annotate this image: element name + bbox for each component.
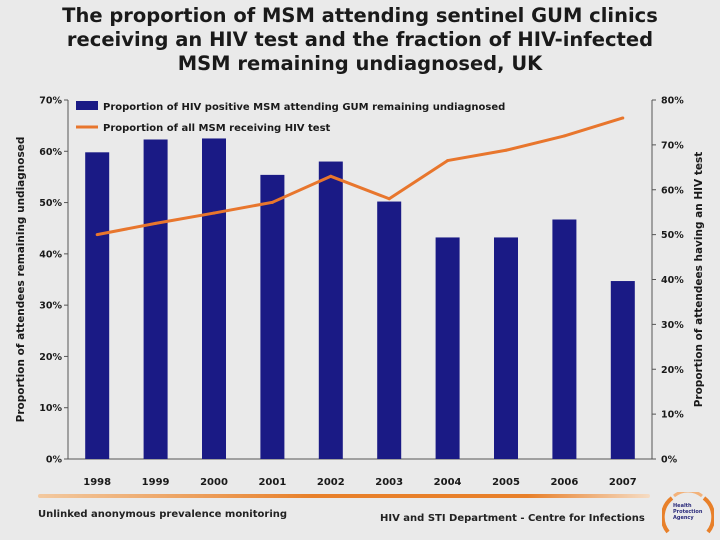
- bar-1998: [85, 152, 110, 459]
- footer-left-text: Unlinked anonymous prevalence monitoring: [38, 509, 288, 520]
- y-left-tick-label: 0%: [46, 455, 63, 466]
- line-hiv-test: [96, 116, 624, 237]
- line-point-2003: [387, 197, 391, 201]
- x-tick-label: 2003: [375, 477, 403, 488]
- footer-right-text: HIV and STI Department - Centre for Infe…: [380, 513, 645, 524]
- chart-title: The proportion of MSM attending sentinel…: [62, 4, 658, 75]
- line-point-2007: [621, 116, 625, 120]
- line-point-2002: [329, 174, 333, 178]
- bar-2005: [494, 237, 518, 459]
- x-tick-label: 2000: [200, 477, 228, 488]
- y-left-tick-label: 50%: [39, 198, 62, 209]
- y-left-tick-label: 10%: [39, 403, 62, 414]
- y-left-tick-label: 30%: [39, 301, 62, 312]
- legend-label-bars: Proportion of HIV positive MSM attending…: [103, 102, 505, 113]
- x-tick-label: 2002: [317, 477, 345, 488]
- line-point-2000: [212, 211, 216, 215]
- y-left-tick-label: 40%: [39, 249, 62, 260]
- y-right-tick-label: 30%: [661, 320, 684, 331]
- y-right-tick-label: 0%: [661, 455, 678, 466]
- logo-text: Health Protection Agency: [673, 503, 703, 521]
- y-right-tick-label: 40%: [661, 275, 684, 286]
- legend-swatch-bars: [76, 101, 98, 110]
- footer-divider: [38, 494, 650, 498]
- x-tick-label: 2005: [492, 477, 520, 488]
- bar-2007: [610, 281, 635, 459]
- y-right-tick-label: 20%: [661, 365, 684, 376]
- line-point-2006: [562, 134, 566, 138]
- bar-2001: [260, 174, 285, 459]
- bar-2000: [202, 138, 226, 459]
- hpa-logo-icon: [662, 492, 714, 534]
- line-point-2004: [446, 159, 450, 163]
- y-left-axis-title: Proportion of attendees remaining undiag…: [15, 137, 27, 423]
- y-right-tick-label: 70%: [661, 140, 684, 151]
- x-tick-label: 2006: [550, 477, 578, 488]
- y-right-axis-title: Proportion of attendees having an HIV te…: [693, 152, 705, 408]
- y-right-tick-label: 80%: [661, 96, 684, 107]
- x-tick-label: 1998: [83, 477, 111, 488]
- bar-2003: [377, 201, 402, 459]
- y-right-tick-label: 50%: [661, 230, 684, 241]
- line-point-1998: [95, 233, 99, 237]
- x-tick-label: 2004: [434, 477, 462, 488]
- bar-2002: [318, 161, 343, 460]
- x-tick-label: 2001: [258, 477, 286, 488]
- bar-2006: [552, 219, 577, 459]
- line-point-2005: [504, 148, 508, 152]
- bar-2004: [435, 237, 460, 459]
- x-tick-label: 2007: [609, 477, 637, 488]
- plot-area: 0% 10% 20% 30% 40% 50% 60% 70% 0% 10% 20% 30% 40% 50%…: [15, 96, 705, 489]
- line-point-1999: [154, 221, 158, 225]
- y-left-tick-label: 60%: [39, 147, 62, 158]
- bar-1999: [143, 139, 168, 460]
- y-left-tick-label: 70%: [39, 96, 62, 107]
- y-left-tick-label: 20%: [39, 352, 62, 363]
- y-right-tick-label: 10%: [661, 410, 684, 421]
- legend-label-line: Proportion of all MSM receiving HIV test: [103, 123, 331, 134]
- x-tick-label: 1999: [142, 477, 170, 488]
- line-point-2001: [270, 200, 274, 204]
- y-right-tick-label: 60%: [661, 185, 684, 196]
